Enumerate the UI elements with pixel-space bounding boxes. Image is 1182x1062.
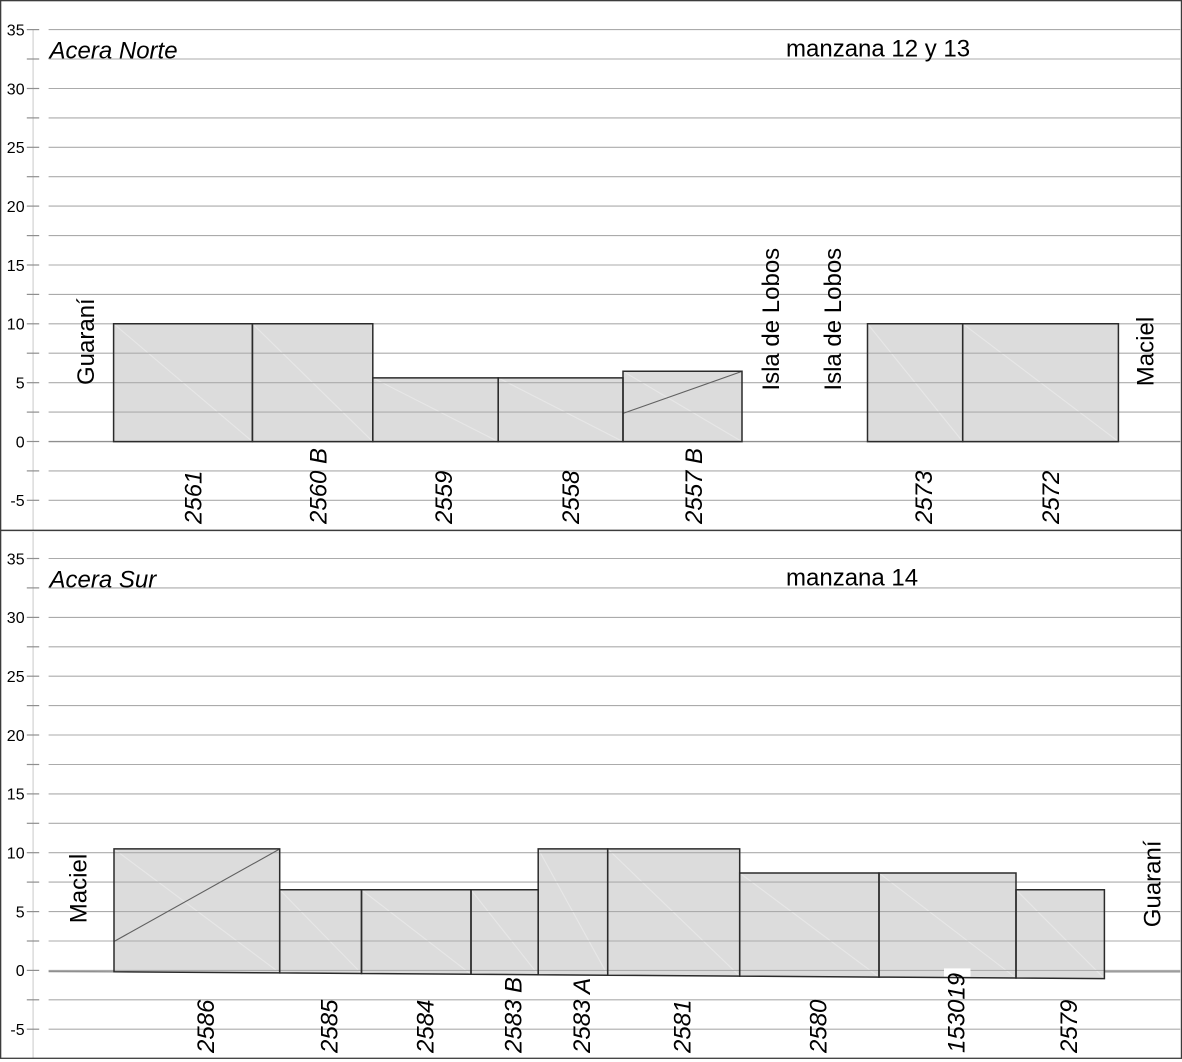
svg-text:2580: 2580 (805, 999, 832, 1054)
svg-text:Acera Norte: Acera Norte (48, 38, 178, 65)
svg-text:20: 20 (7, 728, 25, 745)
svg-text:2559: 2559 (431, 471, 458, 525)
svg-text:2583 A: 2583 A (569, 978, 596, 1054)
svg-text:5: 5 (16, 904, 25, 921)
svg-text:2585: 2585 (317, 999, 344, 1054)
svg-text:10: 10 (7, 317, 25, 334)
svg-text:Isla de Lobos: Isla de Lobos (758, 248, 785, 391)
svg-text:153019: 153019 (944, 973, 971, 1053)
svg-text:Isla de Lobos: Isla de Lobos (820, 248, 847, 391)
svg-text:2583 B: 2583 B (501, 977, 528, 1054)
svg-text:0: 0 (16, 434, 25, 451)
svg-text:-5: -5 (10, 1022, 24, 1039)
svg-text:Guaraní: Guaraní (1140, 840, 1167, 927)
svg-text:30: 30 (7, 610, 25, 627)
svg-text:10: 10 (7, 846, 25, 863)
svg-text:Maciel: Maciel (1133, 317, 1160, 386)
svg-text:-5: -5 (10, 493, 24, 510)
svg-text:2579: 2579 (1056, 1000, 1083, 1054)
svg-text:25: 25 (7, 140, 25, 157)
svg-text:manzana 12 y 13: manzana 12 y 13 (786, 35, 970, 62)
svg-text:5: 5 (16, 376, 25, 393)
svg-text:35: 35 (7, 22, 25, 39)
svg-text:35: 35 (7, 551, 25, 568)
svg-text:2586: 2586 (193, 999, 220, 1054)
svg-text:20: 20 (7, 199, 25, 216)
svg-text:2557 B: 2557 B (681, 448, 708, 525)
svg-text:2560 B: 2560 B (305, 448, 332, 525)
svg-text:manzana 14: manzana 14 (786, 565, 918, 592)
svg-text:15: 15 (7, 787, 25, 804)
svg-text:2558: 2558 (558, 470, 585, 525)
svg-text:15: 15 (7, 258, 25, 275)
svg-text:2561: 2561 (180, 471, 207, 525)
svg-text:2573: 2573 (911, 470, 938, 525)
svg-text:2584: 2584 (412, 1000, 439, 1054)
svg-text:30: 30 (7, 81, 25, 98)
svg-text:25: 25 (7, 669, 25, 686)
svg-text:2572: 2572 (1038, 471, 1065, 525)
svg-text:2581: 2581 (670, 1000, 697, 1054)
svg-text:Acera Sur: Acera Sur (48, 567, 158, 594)
svg-text:Guaraní: Guaraní (73, 298, 100, 385)
svg-text:0: 0 (16, 963, 25, 980)
svg-text:Maciel: Maciel (66, 854, 93, 923)
